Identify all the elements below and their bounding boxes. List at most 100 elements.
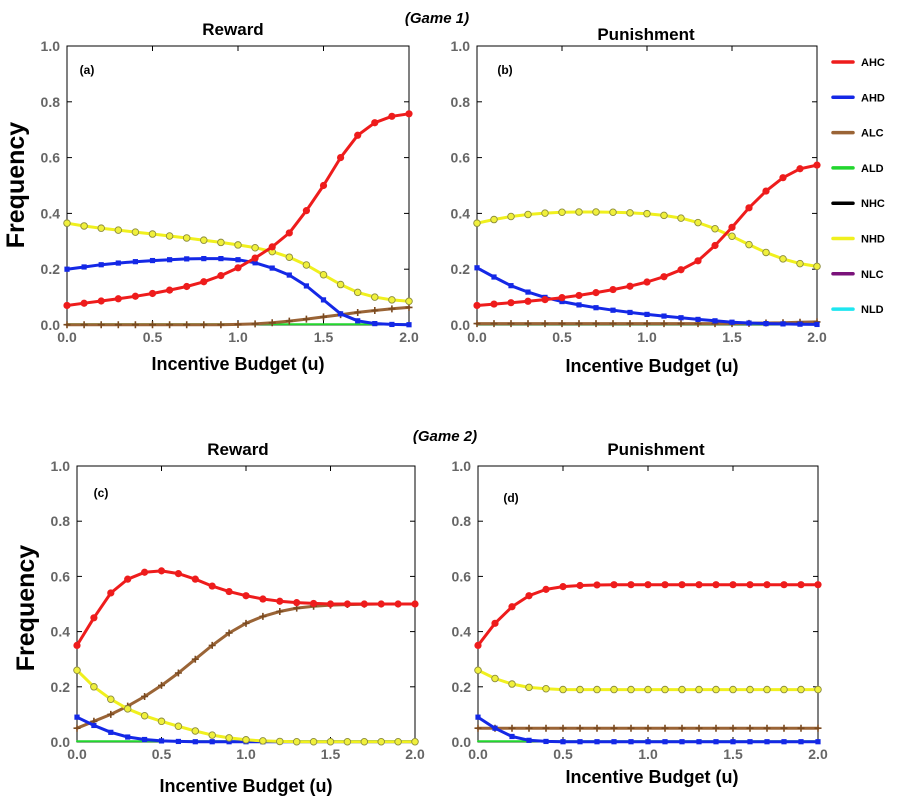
- data-point: [371, 293, 379, 301]
- data-point: [63, 219, 71, 227]
- data-point: [411, 737, 419, 746]
- data-point: [183, 321, 191, 329]
- data-point: [679, 739, 685, 745]
- data-point: [577, 739, 583, 745]
- x-axis-label: Incentive Budget (u): [159, 776, 332, 796]
- data-point: [377, 737, 385, 746]
- data-point: [148, 289, 157, 298]
- data-point: [252, 260, 258, 266]
- data-point: [107, 589, 115, 597]
- data-point: [234, 320, 242, 328]
- data-point: [142, 736, 148, 743]
- data-point: [712, 581, 720, 589]
- data-point: [200, 278, 208, 286]
- data-point: [678, 581, 686, 589]
- data-point: [343, 737, 352, 746]
- data-point: [796, 259, 804, 268]
- data-point: [285, 229, 293, 237]
- data-point: [507, 299, 515, 307]
- data-point: [542, 684, 550, 693]
- data-point: [728, 232, 736, 241]
- y-tick-label: 0.4: [451, 205, 471, 221]
- data-point: [276, 597, 284, 605]
- x-tick-label: 0.0: [467, 329, 487, 345]
- data-point: [797, 581, 805, 589]
- y-tick-label: 1.0: [452, 458, 472, 474]
- data-point: [746, 724, 754, 732]
- data-point: [242, 619, 250, 627]
- data-point: [576, 724, 584, 732]
- data-point: [411, 600, 419, 608]
- y-tick-label: 0.4: [41, 205, 61, 221]
- data-point: [712, 318, 718, 324]
- data-point: [73, 724, 81, 732]
- data-point: [131, 228, 140, 236]
- data-point: [745, 204, 753, 212]
- y-tick-label: 0.8: [41, 94, 61, 110]
- data-point: [157, 567, 166, 575]
- data-point: [559, 583, 567, 591]
- data-point: [158, 738, 165, 744]
- data-point: [763, 321, 769, 327]
- data-point: [388, 296, 396, 304]
- data-point: [474, 265, 480, 271]
- data-point: [576, 581, 584, 590]
- x-tick-label: 1.5: [723, 746, 743, 762]
- y-tick-label: 0.2: [451, 261, 471, 277]
- data-point: [695, 581, 703, 589]
- data-point: [558, 320, 566, 328]
- data-point: [610, 724, 618, 732]
- data-point: [355, 318, 361, 324]
- data-point: [377, 600, 385, 608]
- x-tick-label: 1.0: [638, 746, 658, 762]
- data-point: [762, 248, 770, 257]
- data-point: [508, 724, 516, 732]
- data-point: [746, 685, 754, 694]
- data-point: [797, 321, 803, 327]
- data-point: [141, 568, 149, 576]
- data-point: [644, 311, 650, 317]
- data-point: [360, 737, 369, 746]
- y-tick-label: 0.6: [451, 150, 471, 166]
- data-point: [729, 581, 737, 589]
- data-point: [525, 724, 533, 732]
- data-point: [115, 260, 121, 266]
- data-point: [354, 308, 362, 316]
- data-point: [592, 208, 600, 216]
- data-point: [763, 685, 771, 694]
- data-point: [627, 724, 635, 732]
- panel-b: 0.0 0.5 1.0 1.5 2.0 0.0 0.2 0.4 0.6 0.8 1.0 Punishm…: [451, 25, 827, 376]
- data-point: [745, 240, 753, 249]
- data-point: [661, 724, 669, 732]
- data-point: [524, 320, 532, 328]
- panel-label: (c): [94, 486, 109, 500]
- data-point: [276, 737, 284, 746]
- data-point: [309, 737, 318, 746]
- data-point: [269, 265, 275, 271]
- y-tick-label: 0.0: [452, 734, 472, 750]
- x-tick-label: 2.0: [807, 329, 827, 345]
- data-point: [182, 234, 191, 242]
- data-point: [131, 321, 139, 329]
- data-point: [302, 315, 310, 323]
- data-point: [507, 212, 515, 221]
- data-point: [593, 305, 599, 311]
- legend-label: NLD: [861, 304, 884, 316]
- legend-label: AHC: [861, 57, 885, 69]
- data-point: [191, 727, 200, 735]
- data-point: [97, 297, 105, 305]
- x-tick-label: 0.5: [143, 329, 163, 345]
- data-point: [208, 582, 216, 590]
- panel-label: (a): [80, 63, 95, 77]
- data-point: [157, 717, 166, 726]
- x-tick-label: 0.0: [67, 746, 87, 762]
- data-point: [813, 262, 821, 271]
- x-axis-label: Incentive Budget (u): [151, 354, 324, 374]
- data-point: [763, 581, 771, 589]
- game1-label: (Game 1): [405, 10, 469, 27]
- data-point: [626, 209, 634, 217]
- x-tick-label: 1.5: [321, 746, 341, 762]
- data-point: [746, 581, 754, 589]
- series-alc: [474, 724, 822, 732]
- data-point: [559, 298, 565, 305]
